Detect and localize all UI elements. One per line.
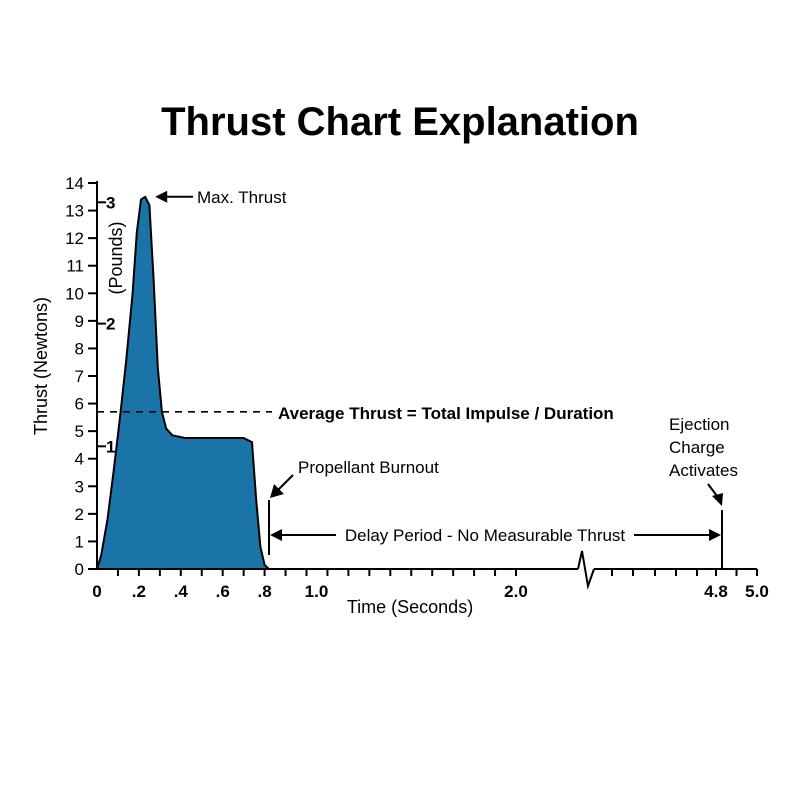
y-tick-label: 8 (75, 339, 84, 358)
y-tick-label: 3 (75, 477, 84, 496)
delay-arrowhead-right (709, 529, 721, 541)
pounds-tick-label: 3 (106, 193, 115, 212)
delay-arrowhead-left (270, 529, 282, 541)
x-tick-label: 2.0 (504, 582, 528, 601)
y-tick-label: 12 (65, 229, 84, 248)
y-tick-label: 1 (75, 532, 84, 551)
y-tick-label: 9 (75, 312, 84, 331)
y-tick-label: 10 (65, 284, 84, 303)
x-tick-label: 1.0 (305, 582, 329, 601)
thrust-curve-area (96, 195, 270, 570)
ejection-label-line2: Charge (669, 438, 725, 457)
ejection-arrowhead (712, 493, 723, 506)
axis-break-mark (577, 550, 595, 590)
y-tick-label: 13 (65, 202, 84, 221)
y-tick-label: 7 (75, 367, 84, 386)
x-tick-label: 4.8 (704, 582, 728, 601)
y-axis-title: Thrust (Newtons) (31, 297, 51, 435)
x-tick-label: .4 (174, 582, 189, 601)
x-tick-label: .2 (132, 582, 146, 601)
y-tick-label: 4 (75, 450, 84, 469)
x-tick-label: .6 (216, 582, 230, 601)
chart-title: Thrust Chart Explanation (161, 100, 639, 144)
average-thrust-label: Average Thrust = Total Impulse / Duratio… (278, 404, 614, 423)
y-tick-label: 5 (75, 422, 84, 441)
x-tick-label: .8 (258, 582, 272, 601)
x-tick-label: 0 (92, 582, 101, 601)
delay-label: Delay Period - No Measurable Thrust (345, 526, 626, 545)
y-tick-label: 0 (75, 560, 84, 579)
x-tick-label: 5.0 (745, 582, 769, 601)
burnout-label: Propellant Burnout (298, 458, 439, 477)
y-tick-label: 2 (75, 505, 84, 524)
max-thrust-arrowhead (155, 190, 168, 203)
y-tick-label: 6 (75, 395, 84, 414)
ejection-label-line1: Ejection (669, 415, 729, 434)
pounds-tick-label: 1 (106, 437, 115, 456)
y-axis-secondary-title: (Pounds) (106, 221, 126, 294)
burnout-arrowhead (270, 484, 284, 498)
ejection-label-line3: Activates (669, 461, 738, 480)
pounds-tick-label: 2 (106, 315, 115, 334)
max-thrust-label: Max. Thrust (197, 188, 287, 207)
y-tick-label: 14 (65, 174, 84, 193)
y-tick-label: 11 (66, 257, 84, 276)
x-axis-title: Time (Seconds) (347, 597, 473, 617)
